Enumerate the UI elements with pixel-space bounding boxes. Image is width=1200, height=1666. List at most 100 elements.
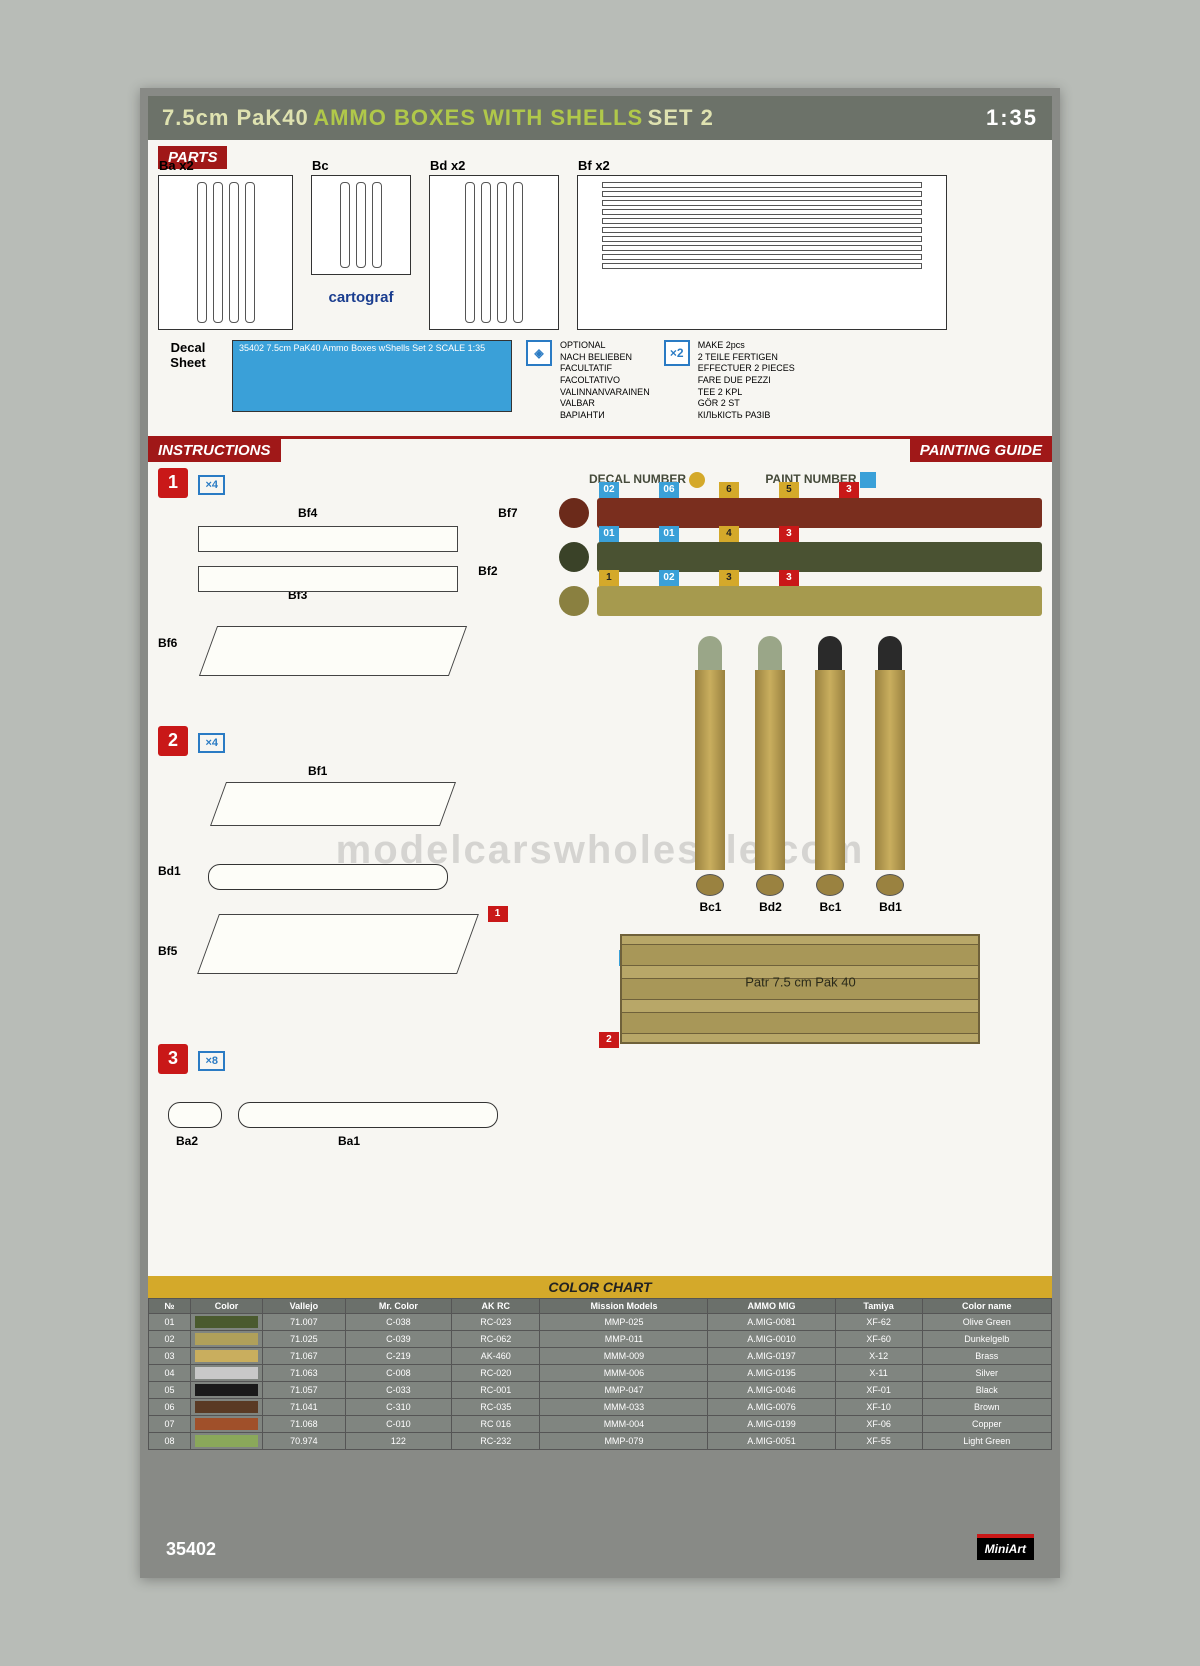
- title-accent: AMMO BOXES WITH SHELLS: [313, 105, 643, 130]
- chart-row: 0271.025C-039RC-062MMP-011A.MIG-0010XF-6…: [149, 1331, 1052, 1348]
- sprue-ba: Ba x2: [158, 175, 293, 330]
- chart-cell: Brown: [922, 1399, 1051, 1416]
- chart-cell: A.MIG-0010: [708, 1331, 835, 1348]
- shell: Bc1: [695, 636, 725, 896]
- chart-cell: Copper: [922, 1416, 1051, 1433]
- callout: 4: [719, 526, 739, 542]
- shell-base: [756, 874, 784, 896]
- callout: 3: [839, 482, 859, 498]
- chart-swatch: [191, 1399, 263, 1416]
- ammo-tubes: 02 06 6 5 3 01 01 4 3 1 02 3 3: [559, 496, 1042, 618]
- chart-cell: C-039: [345, 1331, 451, 1348]
- chart-cell: A.MIG-0199: [708, 1416, 835, 1433]
- chart-cell: 01: [149, 1314, 191, 1331]
- callout: 02: [599, 482, 619, 498]
- chart-cell: 71.007: [262, 1314, 345, 1331]
- chart-header: AMMO MIG: [708, 1299, 835, 1314]
- paint-indicator-icon: [860, 472, 876, 488]
- step-multiplier: ×4: [198, 733, 225, 753]
- title-suffix: SET 2: [648, 105, 714, 130]
- decal-sheet-title: 35402 7.5cm PaK40 Ammo Boxes wShells Set…: [239, 343, 485, 353]
- chart-cell: Light Green: [922, 1433, 1051, 1450]
- chart-cell: A.MIG-0076: [708, 1399, 835, 1416]
- ammo-tube: 01 01 4 3: [559, 540, 1042, 574]
- product-box: 7.5cm PaK40 AMMO BOXES WITH SHELLS SET 2…: [140, 88, 1060, 1578]
- cartograf-logo: cartograf: [328, 289, 393, 306]
- chart-cell: MMM-006: [540, 1365, 708, 1382]
- chart-cell: 03: [149, 1348, 191, 1365]
- decal-legend-row: Decal Sheet 35402 7.5cm PaK40 Ammo Boxes…: [158, 340, 1042, 426]
- chart-cell: C-010: [345, 1416, 451, 1433]
- chart-cell: Black: [922, 1382, 1051, 1399]
- legend-optional-text: OPTIONALNACH BELIEBENFACULTATIFFACOLTATI…: [560, 340, 650, 422]
- chart-cell: 04: [149, 1365, 191, 1382]
- chart-cell: C-310: [345, 1399, 451, 1416]
- callout: 5: [779, 482, 799, 498]
- color-chart-title: COLOR CHART: [148, 1276, 1052, 1298]
- shell-base: [876, 874, 904, 896]
- item-number: 35402: [166, 1539, 216, 1560]
- sprue-label: Bf x2: [578, 158, 610, 173]
- instructions-header: INSTRUCTIONS: [148, 439, 281, 462]
- chart-cell: MMP-025: [540, 1314, 708, 1331]
- callout: 01: [599, 526, 619, 542]
- x2-icon: ×2: [664, 340, 690, 366]
- chart-cell: Silver: [922, 1365, 1051, 1382]
- step-multiplier: ×8: [198, 1051, 225, 1071]
- chart-header: №: [149, 1299, 191, 1314]
- step2-diagram: Bf1 Bd1 Bd2 Bf5 1: [158, 764, 528, 1024]
- footer: 35402 MiniArt: [148, 1450, 1052, 1570]
- chart-cell: C-008: [345, 1365, 451, 1382]
- chart-cell: MMM-009: [540, 1348, 708, 1365]
- chart-header: Color: [191, 1299, 263, 1314]
- chart-cell: RC-023: [452, 1314, 540, 1331]
- crate-stencil: Patr 7.5 cm Pak 40: [745, 975, 856, 990]
- chart-cell: MMP-079: [540, 1433, 708, 1450]
- title-prefix: 7.5cm PaK40: [162, 105, 309, 130]
- chart-cell: XF-01: [835, 1382, 922, 1399]
- chart-cell: 71.067: [262, 1348, 345, 1365]
- sprue-label: Ba x2: [159, 158, 194, 173]
- chart-cell: 71.025: [262, 1331, 345, 1348]
- callout: 2: [599, 1032, 619, 1048]
- optional-icon: ◈: [526, 340, 552, 366]
- callout: 1: [599, 570, 619, 586]
- chart-row: 0571.057C-033RC-001MMP-047A.MIG-0046XF-0…: [149, 1382, 1052, 1399]
- shell-label: Bc1: [815, 900, 845, 914]
- chart-header: Tamiya: [835, 1299, 922, 1314]
- chart-swatch: [191, 1314, 263, 1331]
- chart-row: 0771.068C-010RC 016MMM-004A.MIG-0199XF-0…: [149, 1416, 1052, 1433]
- chart-cell: 02: [149, 1331, 191, 1348]
- color-chart-table: №ColorVallejoMr. ColorAK RCMission Model…: [148, 1298, 1052, 1450]
- chart-row: 0870.974122RC-232MMP-079A.MIG-0051XF-55L…: [149, 1433, 1052, 1450]
- ammo-tube: 02 06 6 5 3: [559, 496, 1042, 530]
- step-1: 1 ×4 Bf4 Bf7 Bf3 Bf2 Bf6: [158, 468, 547, 706]
- chart-cell: AK-460: [452, 1348, 540, 1365]
- callout: 02: [659, 570, 679, 586]
- sprues-row: Ba x2 Bc cartograf Bd x2 Bf x2: [158, 175, 1042, 330]
- painting-guide-header: PAINTING GUIDE: [910, 439, 1052, 462]
- shell-base: [696, 874, 724, 896]
- chart-cell: 06: [149, 1399, 191, 1416]
- chart-cell: RC-001: [452, 1382, 540, 1399]
- chart-swatch: [191, 1365, 263, 1382]
- chart-cell: MMP-011: [540, 1331, 708, 1348]
- sprue-bf: Bf x2: [577, 175, 947, 330]
- shell: Bd2: [755, 636, 785, 896]
- painting-guide: DECAL NUMBER PAINT NUMBER 02 06 6 5 3 01…: [547, 468, 1042, 1270]
- instructions-body: modelcarswholesale.com 1 ×4 Bf4 Bf7 Bf3 …: [148, 462, 1052, 1276]
- callout: 6: [719, 482, 739, 498]
- legend-optional: ◈ OPTIONALNACH BELIEBENFACULTATIFFACOLTA…: [526, 340, 650, 422]
- chart-row: 0671.041C-310RC-035MMM-033A.MIG-0076XF-1…: [149, 1399, 1052, 1416]
- chart-header: Mr. Color: [345, 1299, 451, 1314]
- step1-diagram: Bf4 Bf7 Bf3 Bf2 Bf6: [158, 506, 528, 706]
- chart-header: Vallejo: [262, 1299, 345, 1314]
- chart-cell: C-038: [345, 1314, 451, 1331]
- chart-cell: XF-60: [835, 1331, 922, 1348]
- chart-swatch: [191, 1416, 263, 1433]
- chart-cell: 05: [149, 1382, 191, 1399]
- tube-body: [597, 498, 1042, 528]
- chart-cell: A.MIG-0197: [708, 1348, 835, 1365]
- chart-swatch: [191, 1433, 263, 1450]
- callout: 3: [779, 570, 799, 586]
